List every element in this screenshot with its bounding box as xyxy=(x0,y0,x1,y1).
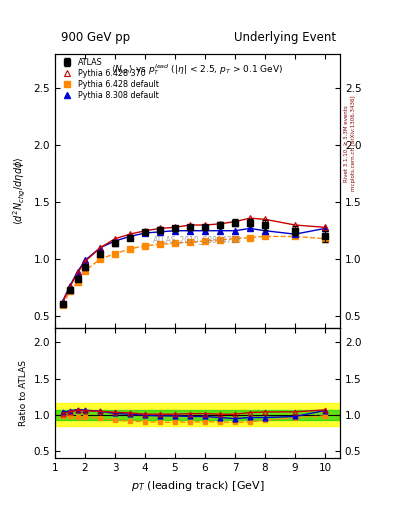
Pythia 6.428 370 xyxy=(248,215,252,221)
Pythia 8.308 default xyxy=(173,228,177,234)
Pythia 6.428 370 xyxy=(60,300,65,306)
Pythia 6.428 default xyxy=(68,288,72,294)
Text: mcplots.cern.ch [arXiv:1306.3436]: mcplots.cern.ch [arXiv:1306.3436] xyxy=(351,96,356,191)
Pythia 6.428 default xyxy=(187,239,192,245)
Pythia 8.308 default xyxy=(323,225,327,231)
Legend: ATLAS, Pythia 6.428 370, Pythia 6.428 default, Pythia 8.308 default: ATLAS, Pythia 6.428 370, Pythia 6.428 de… xyxy=(57,56,161,101)
Pythia 8.308 default xyxy=(158,229,162,235)
Line: Pythia 6.428 default: Pythia 6.428 default xyxy=(60,233,328,308)
Pythia 6.428 default xyxy=(203,238,208,244)
Pythia 8.308 default xyxy=(128,233,132,240)
Pythia 6.428 370 xyxy=(263,216,267,222)
Pythia 8.308 default xyxy=(293,231,298,237)
Pythia 8.308 default xyxy=(203,228,208,234)
Line: Pythia 8.308 default: Pythia 8.308 default xyxy=(60,226,328,304)
Pythia 6.428 default xyxy=(323,236,327,242)
Pythia 6.428 default xyxy=(128,246,132,252)
Pythia 8.308 default xyxy=(187,228,192,234)
Pythia 6.428 default xyxy=(143,243,147,249)
Pythia 8.308 default xyxy=(143,230,147,236)
Pythia 6.428 default xyxy=(60,302,65,308)
Pythia 6.428 default xyxy=(158,241,162,247)
Pythia 6.428 370 xyxy=(113,236,118,242)
Pythia 6.428 370 xyxy=(128,231,132,237)
Pythia 6.428 370 xyxy=(75,270,80,276)
Text: ATLAS_2010_S8894728: ATLAS_2010_S8894728 xyxy=(153,236,242,245)
Pythia 6.428 370 xyxy=(173,224,177,230)
Pythia 6.428 default xyxy=(83,268,87,274)
Pythia 6.428 370 xyxy=(97,245,102,251)
Pythia 8.308 default xyxy=(218,228,222,234)
Pythia 6.428 370 xyxy=(143,228,147,234)
Pythia 8.308 default xyxy=(83,258,87,264)
Pythia 6.428 370 xyxy=(323,224,327,230)
Text: Rivet 3.1.10, ≥ 3.3M events: Rivet 3.1.10, ≥ 3.3M events xyxy=(344,105,349,182)
Pythia 8.308 default xyxy=(60,298,65,305)
Pythia 8.308 default xyxy=(97,245,102,251)
Pythia 6.428 370 xyxy=(293,222,298,228)
Pythia 8.308 default xyxy=(75,269,80,275)
Y-axis label: $\langle d^2 N_{chg}/d\eta d\phi \rangle$: $\langle d^2 N_{chg}/d\eta d\phi \rangle… xyxy=(12,157,28,225)
Pythia 6.428 370 xyxy=(233,219,237,225)
Pythia 6.428 default xyxy=(218,237,222,243)
Pythia 6.428 default xyxy=(233,236,237,242)
Pythia 8.308 default xyxy=(263,228,267,234)
Pythia 6.428 default xyxy=(293,233,298,240)
Pythia 6.428 default xyxy=(263,233,267,240)
Text: Underlying Event: Underlying Event xyxy=(234,31,336,44)
Pythia 6.428 370 xyxy=(68,284,72,290)
Pythia 6.428 default xyxy=(97,256,102,262)
Pythia 6.428 370 xyxy=(158,225,162,231)
Pythia 8.308 default xyxy=(68,283,72,289)
Text: $\langle N_{ch}\rangle$ vs $p_T^{lead}$ ($|\eta|$ < 2.5, $p_T$ > 0.1 GeV): $\langle N_{ch}\rangle$ vs $p_T^{lead}$ … xyxy=(111,62,284,77)
Pythia 6.428 default xyxy=(173,240,177,246)
Pythia 6.428 370 xyxy=(218,221,222,227)
Pythia 6.428 default xyxy=(75,279,80,285)
Pythia 6.428 370 xyxy=(203,222,208,228)
Pythia 6.428 370 xyxy=(187,222,192,228)
Pythia 8.308 default xyxy=(113,238,118,244)
X-axis label: $p_T$ (leading track) [GeV]: $p_T$ (leading track) [GeV] xyxy=(130,479,264,493)
Pythia 8.308 default xyxy=(248,225,252,231)
Text: 900 GeV pp: 900 GeV pp xyxy=(61,31,130,44)
Pythia 6.428 default xyxy=(248,234,252,241)
Pythia 6.428 default xyxy=(113,250,118,257)
Pythia 8.308 default xyxy=(233,228,237,234)
Line: Pythia 6.428 370: Pythia 6.428 370 xyxy=(60,216,328,306)
Pythia 6.428 370 xyxy=(83,259,87,265)
Y-axis label: Ratio to ATLAS: Ratio to ATLAS xyxy=(19,360,28,426)
